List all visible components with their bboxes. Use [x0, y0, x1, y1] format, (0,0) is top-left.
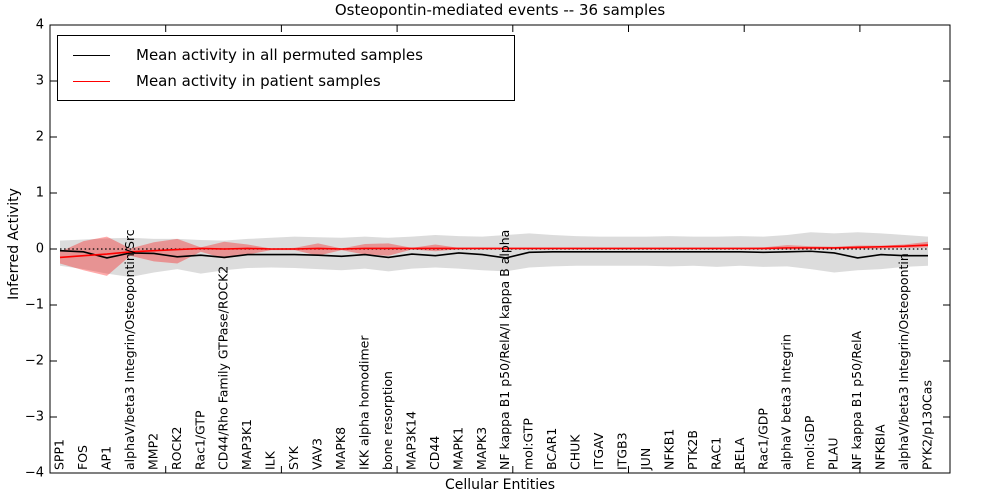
x-category-label: NF kappa B1 p50/RelA — [849, 330, 864, 470]
x-category-label: Rac1/GDP — [755, 408, 770, 470]
y-tick-label: −1 — [25, 298, 44, 313]
x-category-label: FOS — [75, 445, 90, 470]
x-category-label: BCAR1 — [544, 428, 559, 470]
legend-label-permuted: Mean activity in all permuted samples — [136, 46, 423, 64]
x-category-label: mol:GTP — [521, 418, 536, 470]
x-category-label: SYK — [286, 445, 301, 470]
legend-entry-permuted: Mean activity in all permuted samples — [58, 42, 514, 68]
x-category-label: JUN — [638, 448, 653, 471]
x-category-label: MAP3K14 — [403, 411, 418, 470]
patient-line-swatch — [73, 80, 110, 82]
x-category-label: ITGB3 — [615, 432, 630, 470]
y-tick-label: 1 — [36, 186, 44, 201]
x-category-label: ILK — [263, 450, 278, 470]
x-category-label: IKK alpha homodimer — [356, 335, 371, 470]
x-category-label: alphaV beta3 Integrin — [779, 334, 794, 470]
y-axis-label: Inferred Activity — [6, 188, 22, 300]
x-category-label: VAV3 — [310, 438, 325, 470]
x-category-label: CHUK — [568, 434, 583, 470]
x-category-label: PYK2/p130Cas — [920, 380, 935, 470]
legend: Mean activity in all permuted samples Me… — [57, 35, 515, 101]
x-category-label: mol:GDP — [802, 415, 817, 470]
x-category-label: MAPK8 — [333, 427, 348, 470]
y-tick-label: 0 — [36, 242, 44, 257]
x-category-label: ITGAV — [591, 432, 606, 470]
x-category-label: RELA — [732, 437, 747, 470]
x-category-label: AP1 — [98, 446, 113, 470]
x-category-label: MAP3K1 — [239, 419, 254, 470]
y-tick-label: 4 — [36, 18, 44, 33]
x-axis-label: Cellular Entities — [444, 477, 556, 493]
x-category-label: alphaV/beta3 Integrin/Osteopontin/Src — [122, 229, 137, 470]
x-category-label: Rac1/GTP — [192, 410, 207, 470]
x-category-label: bone resorption — [380, 371, 395, 470]
y-tick-label: 3 — [36, 74, 44, 89]
permuted-range-band — [60, 232, 928, 277]
x-category-label: RAC1 — [708, 437, 723, 470]
y-tick-label: 2 — [36, 130, 44, 145]
x-category-label: NFKB1 — [661, 429, 676, 470]
x-category-label: SPP1 — [52, 439, 67, 470]
x-category-label: NFKBIA — [873, 424, 888, 470]
x-category-label: MAPK3 — [474, 427, 489, 470]
x-category-label: ROCK2 — [169, 427, 184, 470]
x-category-label: NF kappa B1 p50/RelA/I kappa B alpha — [497, 230, 512, 470]
x-category-label: alphaV/beta3 Integrin/Osteopontin — [896, 253, 911, 470]
y-tick-label: −3 — [25, 410, 44, 425]
chart-title: Osteopontin-mediated events -- 36 sample… — [334, 1, 666, 19]
x-category-label: PTK2B — [685, 430, 700, 470]
legend-entry-patient: Mean activity in patient samples — [58, 68, 514, 94]
series-line-1 — [59, 244, 929, 259]
legend-label-patient: Mean activity in patient samples — [136, 72, 381, 90]
y-tick-label: −4 — [25, 466, 44, 481]
y-tick-label: −2 — [25, 354, 44, 369]
x-category-label: MMP2 — [145, 433, 160, 470]
x-category-label: PLAU — [826, 438, 841, 471]
series-line-0 — [59, 249, 928, 259]
x-category-label: CD44 — [427, 436, 442, 470]
x-category-label: MAPK1 — [450, 427, 465, 470]
x-category-label: CD44/Rho Family GTPase/ROCK2 — [216, 266, 231, 470]
permuted-line-swatch — [73, 54, 110, 56]
